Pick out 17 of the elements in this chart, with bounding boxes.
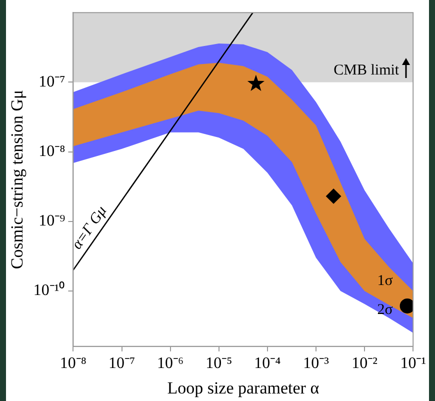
x-tick-label: 10⁻⁸ <box>60 355 86 372</box>
x-tick-label: 10⁻³ <box>303 355 330 372</box>
x-axis-title: Loop size parameter α <box>167 378 320 398</box>
y-axis-title: Cosmic−string tension Gμ <box>8 90 27 270</box>
x-tick-label: 10⁻⁴ <box>254 355 282 372</box>
y-tick-label: 10⁻¹⁰ <box>33 281 66 300</box>
annotation: 1σ <box>377 273 393 290</box>
x-tick-label: 10⁻¹ <box>400 355 426 372</box>
band-label: CMB limit <box>334 62 400 79</box>
y-tick-label: 10⁻⁷ <box>38 73 66 90</box>
annotation: 2σ <box>377 302 393 318</box>
x-tick-label: 10⁻² <box>352 355 378 372</box>
x-tick-label: 10⁻⁷ <box>108 355 136 372</box>
y-tick-label: 10⁻⁹ <box>38 212 66 230</box>
y-tick-label: 10⁻⁸ <box>38 143 66 160</box>
x-tick-label: 10⁻⁵ <box>206 355 232 372</box>
x-tick-label: 10⁻⁶ <box>157 355 184 372</box>
